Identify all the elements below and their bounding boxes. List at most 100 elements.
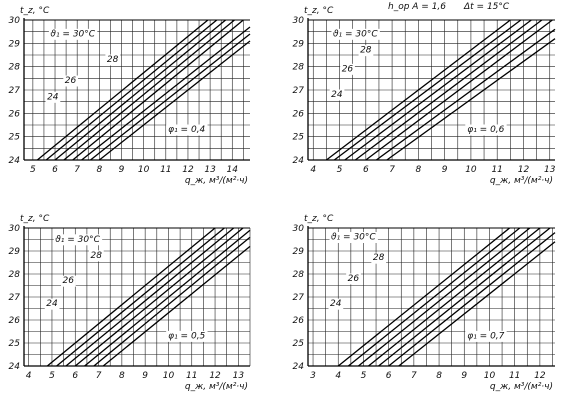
- x-tick-label: 13: [544, 165, 556, 175]
- curve-label: 24: [330, 299, 342, 309]
- header-param-right: Δt = 15°C: [464, 2, 510, 12]
- y-tick-label: 27: [293, 86, 305, 96]
- series-line: [344, 19, 532, 161]
- curve-label-background: [45, 91, 61, 103]
- y-tick-label: 28: [293, 270, 305, 280]
- curve-label-background: [44, 298, 60, 310]
- x-tick-label: 12: [182, 165, 194, 175]
- series-line: [46, 227, 216, 367]
- phi-label-background: [465, 330, 507, 342]
- y-tick-label: 25: [9, 339, 21, 349]
- chart-panel-2: 4 5 6 7 8 9 10 11 12 13 24 25 26 27 28 29 30t_z, °C q_ж, …: [293, 6, 556, 186]
- y-tick-label: 24: [9, 362, 21, 372]
- y-axis-label: t_z, °C: [304, 6, 334, 16]
- x-tick-label: 11: [186, 371, 197, 381]
- phi-label: φ₁ = 0,7: [467, 331, 504, 341]
- x-tick-label: 10: [465, 165, 477, 175]
- x-tick-label: 9: [119, 165, 125, 175]
- curve-label-background: [340, 63, 355, 75]
- curve-label: 28: [360, 46, 372, 56]
- chart-panel-3: 4 5 6 7 8 9 10 11 12 13 24 25 26 27 28 29 30t_z, °C q_ж, …: [9, 214, 251, 392]
- y-tick-label: 29: [9, 39, 21, 49]
- x-tick-label: 7: [389, 165, 395, 175]
- curve-label: 24: [46, 299, 58, 309]
- header-param-left: h_op A = 1,6: [388, 2, 447, 12]
- y-tick-label: 25: [293, 339, 305, 349]
- series-line: [54, 19, 227, 161]
- x-tick-label: 5: [337, 165, 343, 175]
- x-tick-label: 6: [363, 165, 369, 175]
- chart-panel-4: 3 4 5 6 7 8 9 10 11 12 24 25 26 27 28 29 30t_z, °C q_ж, м…: [293, 214, 556, 392]
- x-tick-label: 10: [484, 371, 496, 381]
- x-tick-label: 10: [163, 371, 175, 381]
- y-tick-label: 26: [9, 316, 21, 326]
- x-tick-label: 3: [310, 371, 316, 381]
- x-tick-label: 11: [509, 371, 520, 381]
- series-line: [72, 19, 244, 161]
- series-line: [378, 227, 551, 367]
- y-tick-label: 27: [293, 293, 305, 303]
- x-tick-label: 7: [411, 371, 417, 381]
- phi-label: φ₁ = 0,6: [467, 125, 504, 135]
- series-line: [36, 19, 209, 161]
- series-line: [45, 19, 218, 161]
- x-tick-label: 12: [518, 165, 530, 175]
- phi-label: φ₁ = 0,4: [168, 125, 205, 135]
- phi-label-background: [166, 124, 208, 136]
- y-tick-label: 27: [9, 86, 21, 96]
- x-tick-label: 13: [233, 371, 245, 381]
- x-tick-label: 4: [310, 165, 316, 175]
- series-line: [354, 19, 543, 161]
- curve-label: 24: [331, 90, 343, 100]
- x-tick-label: 5: [361, 371, 367, 381]
- series-line: [365, 19, 553, 161]
- y-tick-label: 29: [9, 247, 21, 257]
- series-line: [368, 227, 541, 367]
- curve-label: 28: [373, 253, 385, 263]
- series-line: [65, 227, 235, 367]
- series-line: [375, 28, 556, 161]
- curve-label-background: [331, 28, 380, 40]
- x-tick-label: 14: [227, 165, 239, 175]
- y-tick-label: 29: [293, 39, 305, 49]
- x-tick-label: 8: [119, 371, 125, 381]
- x-tick-label: 6: [386, 371, 392, 381]
- x-tick-label: 9: [461, 371, 467, 381]
- y-tick-label: 24: [9, 156, 21, 166]
- x-tick-label: 6: [72, 371, 78, 381]
- x-axis-label: q_ж, м³/(м²·ч): [490, 176, 553, 186]
- series-line: [337, 227, 511, 367]
- y-tick-label: 29: [293, 247, 305, 257]
- curve-label-background: [328, 298, 344, 310]
- series-line: [56, 227, 225, 367]
- y-tick-label: 25: [9, 133, 21, 143]
- x-tick-label: 7: [96, 371, 102, 381]
- series-line: [388, 232, 556, 367]
- x-tick-label: 11: [160, 165, 171, 175]
- curve-label-background: [358, 45, 374, 57]
- series-line: [81, 26, 251, 161]
- series-line: [84, 229, 251, 367]
- curve-label: ϑ₁ = 30°C: [333, 29, 378, 39]
- curve-label-background: [48, 28, 98, 40]
- curve-label: ϑ₁ = 30°C: [331, 233, 376, 243]
- curve-label: 26: [65, 76, 77, 86]
- curve-label-background: [346, 273, 361, 285]
- series-line: [63, 19, 235, 161]
- y-tick-label: 30: [9, 16, 21, 26]
- y-tick-label: 28: [293, 63, 305, 73]
- x-tick-label: 4: [26, 371, 32, 381]
- series-line: [347, 227, 521, 367]
- x-tick-label: 5: [30, 165, 36, 175]
- curve-label: ϑ₁ = 30°C: [50, 29, 95, 39]
- curve-label: 26: [63, 276, 75, 286]
- series-line: [358, 227, 531, 367]
- x-axis-label: q_ж, м³/(м²·ч): [490, 382, 553, 392]
- phi-label-background: [465, 124, 507, 136]
- curve-label: 24: [47, 92, 59, 102]
- x-tick-label: 8: [436, 371, 442, 381]
- curve-label-background: [53, 234, 103, 246]
- y-tick-label: 25: [293, 133, 305, 143]
- curve-label-background: [329, 89, 345, 101]
- curve-label-background: [63, 75, 79, 87]
